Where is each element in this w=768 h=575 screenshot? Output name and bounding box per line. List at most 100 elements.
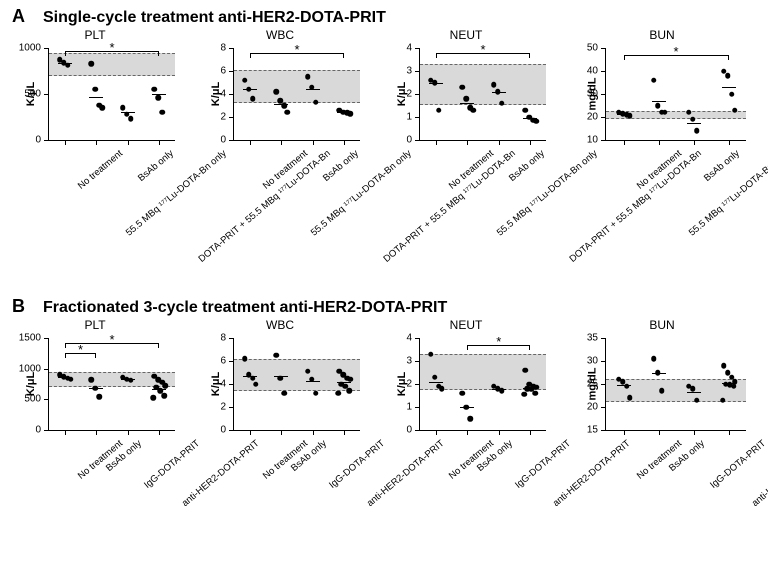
data-point <box>720 397 726 403</box>
y-tick <box>601 361 606 362</box>
data-point <box>721 363 727 369</box>
data-point <box>274 353 280 359</box>
data-point <box>662 110 668 116</box>
median-line <box>492 92 506 93</box>
median-line <box>687 392 701 393</box>
y-tick-label: 6 <box>200 66 226 77</box>
median-line <box>274 376 288 377</box>
y-tick-label: 0 <box>386 425 412 436</box>
data-point <box>100 105 106 111</box>
plot-area: K/μL02468No treatment55.5 MBq ¹⁷⁷Lu-DOTA… <box>233 48 360 141</box>
chart-title: NEUT <box>381 318 551 332</box>
data-point <box>464 96 470 102</box>
y-tick <box>415 361 420 362</box>
y-tick-label: 35 <box>572 333 598 344</box>
y-tick-label: 1000 <box>15 363 41 374</box>
charts-row: PLTK/μL05001000No treatment55.5 MBq ¹⁷⁷L… <box>0 44 768 156</box>
y-tick-label: 4 <box>386 43 412 54</box>
data-point <box>160 110 166 116</box>
y-tick-label: 3 <box>386 66 412 77</box>
data-point <box>651 356 657 362</box>
data-point <box>152 87 158 93</box>
data-point <box>313 99 319 105</box>
x-tick-label: IgG-DOTA-PRIT <box>142 438 202 491</box>
plot-area: K/μL01234No treatmentBsAb onlyIgG-DOTA-P… <box>419 338 546 431</box>
y-tick-label: 2 <box>386 379 412 390</box>
plot-area: K/μL02468No treatmentBsAb onlyIgG-DOTA-P… <box>233 338 360 431</box>
data-point <box>93 87 99 93</box>
y-tick-label: 30 <box>572 356 598 367</box>
data-point <box>491 82 497 88</box>
median-line <box>429 83 443 84</box>
charts-row: PLTK/μL050010001500No treatmentBsAb only… <box>0 334 768 446</box>
y-tick-label: 2 <box>200 112 226 123</box>
panel-title-row: BFractionated 3-cycle treatment anti-HER… <box>0 296 768 317</box>
median-line <box>152 94 166 95</box>
data-point <box>313 390 319 396</box>
x-tick <box>96 430 97 435</box>
significance-star: * <box>673 49 678 55</box>
y-tick <box>229 140 234 141</box>
median-line <box>460 407 474 408</box>
x-tick <box>250 430 251 435</box>
y-tick-label: 8 <box>200 43 226 54</box>
y-tick <box>229 407 234 408</box>
data-point <box>694 397 700 403</box>
y-tick-label: 6 <box>200 356 226 367</box>
median-line <box>492 389 506 390</box>
data-point <box>627 395 633 401</box>
data-point <box>128 116 134 122</box>
data-point <box>460 390 466 396</box>
median-line <box>722 87 736 88</box>
data-point <box>253 381 259 387</box>
y-tick-label: 0 <box>200 425 226 436</box>
y-tick-label: 3 <box>386 356 412 367</box>
x-tick-label: No treatment <box>76 148 125 192</box>
y-tick-label: 20 <box>572 112 598 123</box>
y-tick-label: 0 <box>15 135 41 146</box>
data-point <box>523 107 529 113</box>
data-point <box>436 107 442 113</box>
median-line <box>58 63 72 64</box>
data-point <box>655 103 661 109</box>
median-line <box>243 89 257 90</box>
data-point <box>242 77 248 83</box>
median-line <box>89 97 103 98</box>
y-tick <box>415 430 420 431</box>
y-tick <box>601 430 606 431</box>
chart-WBC: WBCK/μL02468No treatmentBsAb onlyIgG-DOT… <box>195 334 365 434</box>
x-tick <box>65 140 66 145</box>
x-tick <box>499 140 500 145</box>
x-tick <box>281 430 282 435</box>
y-tick-label: 1500 <box>15 333 41 344</box>
x-tick <box>281 140 282 145</box>
y-tick <box>601 407 606 408</box>
significance-star: * <box>109 45 114 51</box>
median-line <box>337 382 351 383</box>
median-line <box>617 385 631 386</box>
significance-star: * <box>109 337 114 343</box>
y-tick <box>229 117 234 118</box>
data-point <box>523 367 529 373</box>
data-point <box>274 89 280 95</box>
data-point <box>534 118 540 124</box>
y-tick-label: 500 <box>15 89 41 100</box>
chart-PLT: PLTK/μL05001000No treatment55.5 MBq ¹⁷⁷L… <box>10 44 180 144</box>
reference-band <box>420 64 546 105</box>
significance-star: * <box>480 47 485 53</box>
plot-area: K/μL01234No treatment55.5 MBq ¹⁷⁷Lu-DOTA… <box>419 48 546 141</box>
y-tick <box>601 48 606 49</box>
y-tick-label: 8 <box>200 333 226 344</box>
chart-BUN: BUNmg/dL1520253035No treatmentBsAb onlyI… <box>567 334 757 434</box>
x-tick <box>499 430 500 435</box>
y-tick <box>229 430 234 431</box>
x-tick <box>659 140 660 145</box>
x-tick <box>530 140 531 145</box>
y-tick-label: 500 <box>15 394 41 405</box>
y-tick <box>44 94 49 95</box>
median-line <box>243 376 257 377</box>
median-line <box>337 112 351 113</box>
panel-A: ASingle-cycle treatment anti-HER2-DOTA-P… <box>0 6 768 27</box>
y-tick <box>415 407 420 408</box>
median-line <box>523 118 537 119</box>
